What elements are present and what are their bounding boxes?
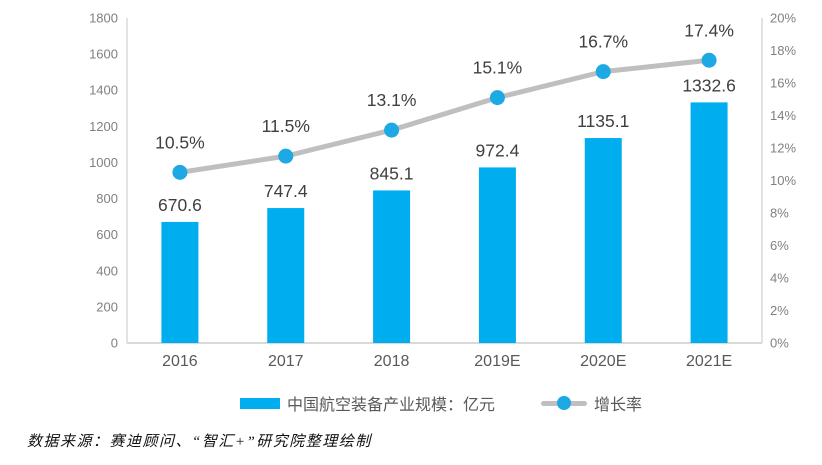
- left-axis-tick: 0: [111, 336, 118, 351]
- line-marker-2017: [278, 148, 294, 164]
- bar-2018: [373, 190, 411, 343]
- bar-value-label: 670.6: [158, 195, 202, 215]
- bar-value-label: 972.4: [476, 140, 520, 160]
- bar-value-label: 845.1: [370, 163, 414, 183]
- bar-2016: [161, 221, 199, 343]
- left-axis-tick: 1200: [89, 119, 118, 134]
- right-axis-tick: 6%: [770, 238, 789, 253]
- bar-value-label: 1135.1: [577, 111, 629, 131]
- bar-2017: [267, 208, 305, 343]
- data-source-note: 数据来源：赛迪顾问、“智汇+”研究院整理绘制: [27, 434, 372, 450]
- bar-value-label: 1332.6: [682, 75, 736, 95]
- line-swatch-dot-icon: [557, 396, 572, 410]
- right-axis-tick: 18%: [770, 43, 796, 58]
- bar-value-label: 747.4: [264, 181, 308, 201]
- left-axis-tick: 600: [96, 227, 118, 242]
- bar-2020E: [584, 138, 622, 343]
- line-value-label: 13.1%: [367, 90, 417, 110]
- left-axis-tick: 1000: [89, 155, 118, 170]
- right-axis-tick: 8%: [770, 206, 789, 221]
- right-axis-tick: 20%: [770, 11, 796, 26]
- line-series-label: 增长率: [594, 397, 643, 414]
- x-axis-label-2019E: 2019E: [474, 353, 520, 370]
- bar-2021E: [690, 102, 728, 344]
- left-axis-tick: 400: [96, 263, 118, 278]
- x-axis-label-2016: 2016: [162, 353, 198, 370]
- right-axis-tick: 12%: [770, 141, 796, 156]
- line-value-label: 17.4%: [684, 20, 734, 40]
- line-marker-2020E: [595, 64, 611, 80]
- bar-series-label: 中国航空装备产业规模：亿元: [287, 397, 496, 414]
- right-axis-tick: 0%: [770, 336, 789, 351]
- line-value-label: 10.5%: [155, 132, 205, 152]
- left-axis-tick: 1600: [89, 47, 118, 62]
- x-axis-label-2018: 2018: [374, 353, 410, 370]
- line-value-label: 11.5%: [262, 116, 310, 136]
- bar-series-swatch: [240, 397, 280, 409]
- combo-chart: 0 200 400 600 800 1000 1200 1400 1600 1800 0% 2% 4% 6…: [89, 11, 796, 371]
- x-axis-label-2020E: 2020E: [580, 353, 626, 370]
- line-value-label: 15.1%: [473, 58, 523, 78]
- x-axis-label-2021E: 2021E: [686, 353, 732, 370]
- line-marker-2021E: [701, 52, 717, 68]
- right-axis-tick: 10%: [770, 173, 796, 188]
- legend-item-line-series: 增长率: [541, 391, 642, 415]
- legend: 中国航空装备产业规模：亿元 增长率: [240, 391, 642, 415]
- left-axis-tick: 1800: [89, 11, 118, 26]
- left-axis-tick: 800: [96, 191, 118, 206]
- right-axis-tick: 2%: [770, 303, 789, 318]
- right-axis-tick: 16%: [770, 76, 796, 91]
- line-marker-2019E: [489, 90, 505, 106]
- left-axis-tick: 1400: [89, 83, 118, 98]
- right-axis-tick: 14%: [770, 108, 796, 123]
- legend-item-bar-series: 中国航空装备产业规模：亿元: [240, 391, 495, 415]
- line-series-swatch: [541, 396, 588, 410]
- line-marker-2018: [384, 122, 400, 138]
- line-marker-2016: [172, 164, 188, 180]
- left-axis-tick: 200: [96, 299, 118, 314]
- bar-2019E: [478, 167, 516, 343]
- right-axis-tick: 4%: [770, 271, 789, 286]
- x-axis-label-2017: 2017: [268, 353, 304, 370]
- line-value-label: 16.7%: [578, 32, 628, 52]
- growth-rate-line: [177, 57, 712, 175]
